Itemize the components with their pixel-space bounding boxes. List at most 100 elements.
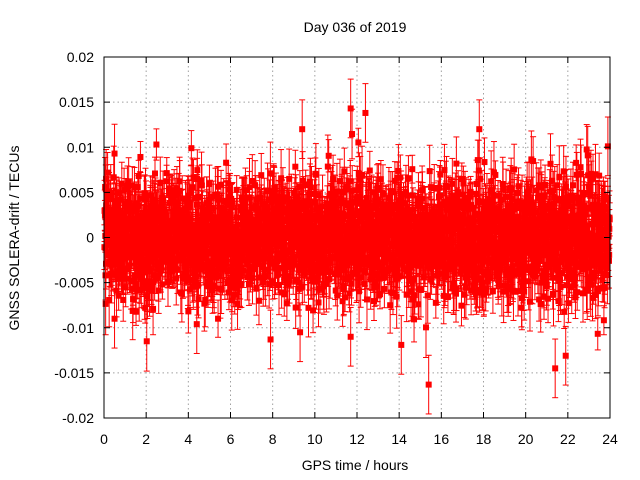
data-point [316, 285, 323, 292]
data-point [315, 192, 322, 199]
data-point [284, 273, 291, 280]
data-point [218, 286, 225, 293]
data-point [120, 296, 127, 303]
data-point [275, 238, 282, 245]
data-point [238, 280, 245, 287]
data-point [292, 304, 299, 311]
data-point [172, 256, 179, 263]
data-point [179, 275, 186, 282]
data-point [124, 275, 131, 282]
data-point [215, 315, 222, 322]
data-point [211, 267, 218, 274]
data-point [208, 205, 215, 212]
data-point [253, 196, 260, 203]
data-point [199, 219, 206, 226]
data-point [148, 287, 155, 294]
data-point [274, 258, 281, 265]
data-point [202, 296, 209, 303]
data-point [208, 270, 215, 277]
data-point [249, 274, 256, 281]
data-point [214, 272, 221, 279]
data-point [153, 141, 160, 148]
data-point [312, 171, 319, 178]
data-point [283, 264, 290, 271]
data-point [218, 181, 225, 188]
data-point [203, 254, 210, 261]
data-point [193, 201, 200, 208]
data-point [205, 278, 212, 285]
data-point [107, 191, 114, 198]
data-point [239, 196, 246, 203]
data-point [135, 212, 142, 219]
data-point [141, 285, 148, 292]
data-point [170, 260, 177, 267]
data-point [270, 232, 277, 239]
data-point [113, 287, 120, 294]
data-point [159, 281, 166, 288]
data-point [142, 304, 149, 311]
data-point [195, 296, 202, 303]
data-point [188, 145, 195, 152]
data-point [316, 242, 323, 249]
data-point [315, 299, 322, 306]
data-point [185, 225, 192, 232]
data-point [280, 198, 287, 205]
data-point [118, 180, 125, 187]
data-point [246, 269, 253, 276]
data-point [306, 178, 313, 185]
data-point [254, 259, 261, 266]
data-point [137, 195, 144, 202]
data-point [178, 290, 185, 297]
data-point [232, 248, 239, 255]
data-point [186, 204, 193, 211]
data-point [249, 205, 256, 212]
data-point [164, 279, 171, 286]
data-point [286, 276, 293, 283]
data-point [303, 244, 310, 251]
data-point [201, 300, 208, 307]
data-point [299, 283, 306, 290]
data-point [313, 230, 320, 237]
data-point [194, 167, 201, 174]
data-point [260, 262, 267, 269]
data-point [299, 177, 306, 184]
data-point [135, 173, 142, 180]
data-point [198, 182, 205, 189]
data-point [117, 196, 124, 203]
data-point [115, 190, 122, 197]
data-point [147, 192, 154, 199]
data-point [225, 289, 232, 296]
data-point [312, 224, 319, 231]
data-point [227, 266, 234, 273]
data-point [128, 278, 135, 285]
data-point [102, 300, 109, 307]
data-point [106, 297, 113, 304]
data-point [246, 184, 253, 191]
data-point [185, 277, 192, 284]
data-point [185, 308, 192, 315]
data-point [305, 304, 312, 311]
data-point [300, 264, 307, 271]
data-point [288, 199, 295, 206]
data-point [290, 222, 297, 229]
data-point [209, 287, 216, 294]
data-point [272, 261, 279, 268]
data-point [290, 260, 297, 267]
data-point [307, 184, 314, 191]
data-point [274, 201, 281, 208]
data-point [233, 186, 240, 193]
data-point [218, 209, 225, 216]
data-point [249, 177, 256, 184]
data-point [189, 184, 196, 191]
data-point [136, 287, 143, 294]
data-point [150, 305, 157, 312]
data-point [105, 188, 112, 195]
data-point [187, 216, 194, 223]
data-point [133, 280, 140, 287]
data-point [121, 186, 128, 193]
data-point [212, 222, 219, 229]
data-point [143, 195, 150, 202]
data-point [258, 172, 265, 179]
data-point [131, 183, 138, 190]
